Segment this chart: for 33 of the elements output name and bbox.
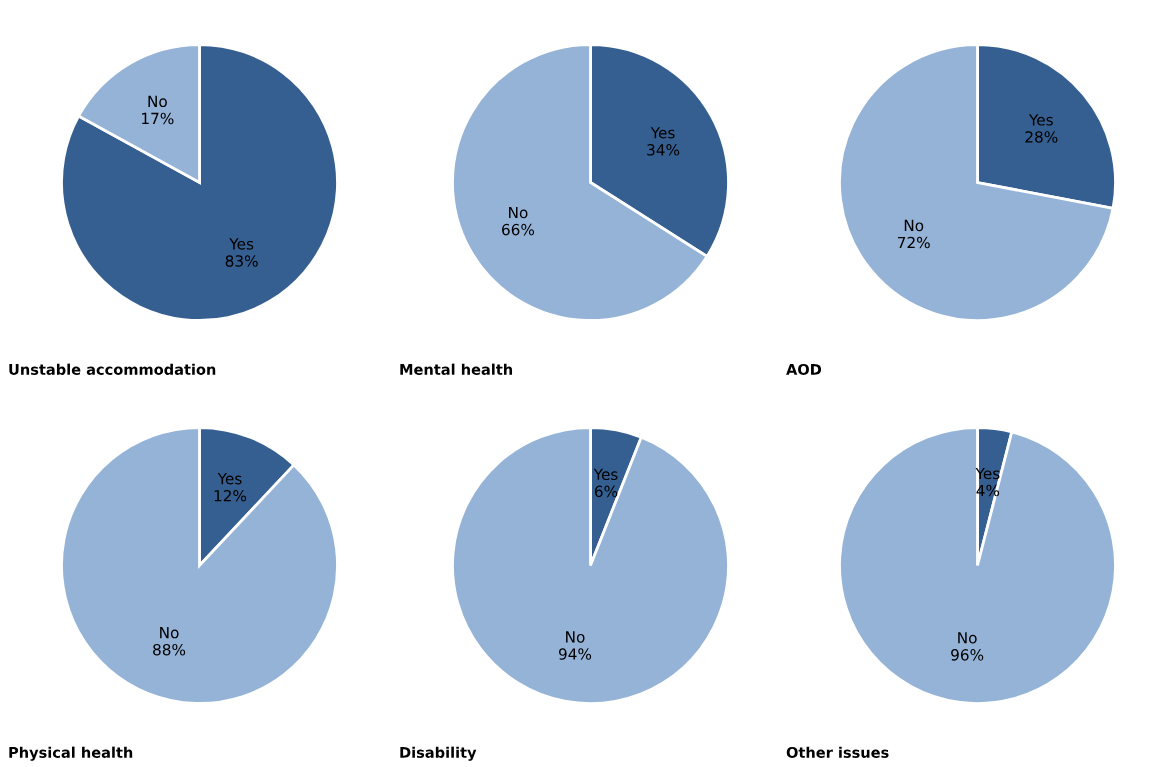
data-label: 96% [951,649,984,661]
slice-label: Yes [229,238,254,250]
slice-label: No [160,627,179,639]
data-label: 66% [502,223,535,236]
text: Disability [400,746,477,761]
data-label: 88% [153,643,186,656]
slice-label: Yes [650,127,675,139]
text: Unstable accommodation [9,363,216,375]
slice-label: No [566,631,585,643]
slice-label: No [509,206,528,219]
data-label: 94% [558,648,592,660]
slice-label: No [148,95,167,108]
pie-slice [60,43,339,322]
slice-label: Yes [593,468,618,481]
text: AOD [786,363,822,375]
slice-label: Yes [1028,114,1053,126]
pie-slice [451,426,730,705]
data-label: 12% [214,489,247,502]
data-label: 83% [225,255,258,267]
pie-slice [60,426,339,705]
pie-slice [838,43,1115,322]
data-label: 28% [1025,131,1058,143]
data-label: 34% [647,144,680,156]
slice-label: Yes [217,473,242,485]
data-label: 72% [897,236,930,249]
slice-label: No [904,219,924,232]
slice-label: No [958,632,977,644]
text: Physical health [9,746,133,761]
data-label: 6% [594,485,618,498]
text: Other issues [786,746,889,758]
data-label: 17% [142,112,174,125]
pie-slice [838,426,1117,705]
text: Mental health [400,363,513,375]
